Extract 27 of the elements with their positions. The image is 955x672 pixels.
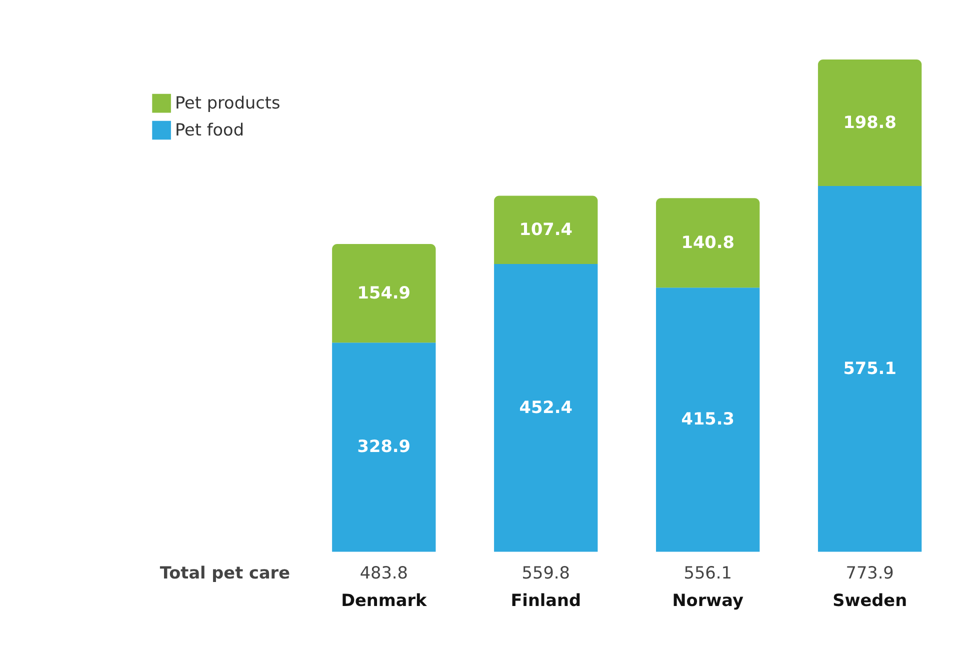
data-label: 415.3 <box>681 408 734 429</box>
data-label: 140.8 <box>681 232 734 252</box>
bar <box>656 288 760 552</box>
legend-label: Pet food <box>175 119 244 140</box>
bar <box>656 198 760 288</box>
bar <box>332 244 436 343</box>
total-label: 556.1 <box>684 562 732 583</box>
x-tick-label: Norway <box>672 590 744 610</box>
bar <box>818 186 922 552</box>
total-label: 773.9 <box>846 562 894 583</box>
data-label: 107.4 <box>519 218 572 239</box>
bar <box>494 196 598 264</box>
data-label: 328.9 <box>357 436 410 456</box>
data-label: 452.4 <box>519 396 572 417</box>
bar <box>332 342 436 552</box>
x-tick-label: Finland <box>510 590 582 610</box>
bar <box>818 60 922 186</box>
bar <box>494 264 598 552</box>
data-label: 575.1 <box>843 358 896 378</box>
data-label: 154.9 <box>357 282 410 302</box>
total-label: 559.8 <box>522 562 570 583</box>
x-tick-label: Denmark <box>341 590 428 610</box>
data-label: 198.8 <box>843 112 896 132</box>
total-label: 483.8 <box>360 562 408 583</box>
text: Total pet care <box>160 562 290 583</box>
legend-label: Pet products <box>175 92 280 112</box>
x-tick-label: Sweden <box>832 590 908 610</box>
